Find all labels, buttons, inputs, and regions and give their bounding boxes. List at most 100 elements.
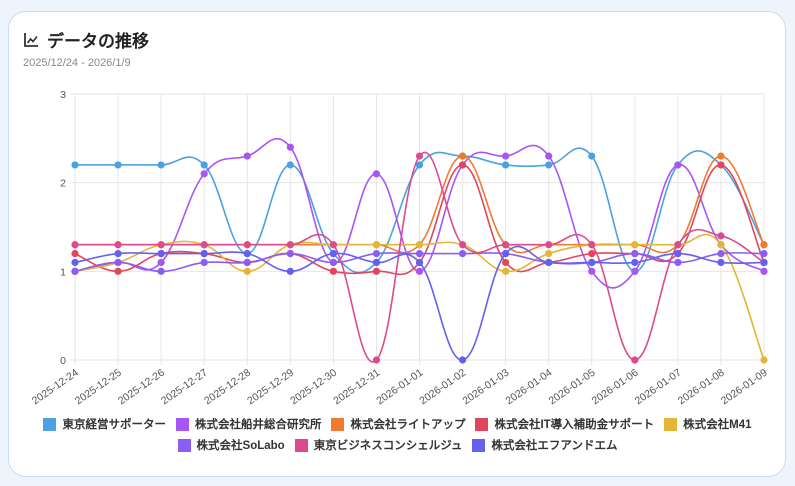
data-point: [760, 356, 768, 364]
legend-swatch: [43, 417, 57, 431]
legend-item[interactable]: 株式会社ライトアップ: [331, 416, 465, 432]
data-point: [114, 241, 122, 249]
data-point: [588, 152, 596, 160]
legend-item[interactable]: 株式会社SoLabo: [177, 437, 285, 453]
data-point: [71, 250, 79, 258]
data-point: [71, 258, 79, 267]
data-point: [502, 267, 510, 275]
data-point: [458, 241, 467, 249]
x-tick-label: 2026-01-09: [719, 367, 770, 408]
legend-item[interactable]: 株式会社船井総合研究所: [175, 416, 322, 432]
data-point: [717, 161, 725, 169]
data-point: [286, 161, 294, 169]
data-point: [200, 258, 208, 267]
data-point: [415, 241, 424, 249]
data-point: [458, 161, 467, 169]
data-point: [588, 258, 596, 267]
data-point: [157, 267, 165, 275]
data-point: [372, 241, 381, 249]
legend-label: 株式会社船井総合研究所: [194, 419, 322, 431]
legend-item[interactable]: 株式会社M41: [664, 416, 752, 432]
legend-item[interactable]: 株式会社エフアンドエム: [472, 437, 617, 453]
data-point: [717, 258, 725, 267]
data-point: [458, 250, 467, 258]
data-point: [157, 161, 165, 169]
data-point: [631, 258, 639, 267]
data-point: [717, 250, 725, 258]
data-point: [631, 267, 639, 275]
x-tick-label: 2025-12-29: [245, 367, 296, 408]
data-point: [588, 241, 596, 249]
data-point: [200, 250, 208, 258]
legend-item[interactable]: 東京ビジネスコンシェルジュ: [294, 437, 462, 453]
x-tick-label: 2025-12-31: [331, 367, 382, 408]
x-tick-label: 2025-12-30: [288, 367, 339, 408]
legend-item[interactable]: 東京経営サポーター: [43, 416, 166, 432]
data-point: [717, 232, 725, 240]
data-point: [545, 161, 553, 169]
data-point: [243, 267, 251, 275]
data-point: [631, 241, 639, 249]
data-point: [114, 267, 122, 275]
y-tick-label: 3: [60, 89, 66, 101]
data-point: [200, 170, 208, 178]
data-point: [372, 267, 381, 275]
x-tick-label: 2025-12-27: [159, 367, 210, 408]
data-point: [329, 250, 337, 258]
legend-label: 株式会社M41: [683, 419, 752, 431]
data-point: [243, 258, 251, 267]
legend-label: 株式会社SoLabo: [196, 440, 285, 452]
data-point: [458, 356, 467, 364]
data-point: [372, 250, 381, 258]
data-point: [286, 143, 294, 151]
data-point: [502, 250, 510, 258]
legend-swatch: [177, 438, 191, 452]
data-point: [71, 161, 79, 169]
x-tick-label: 2025-12-24: [30, 367, 81, 408]
chart-title: データの推移: [47, 32, 149, 51]
data-point: [157, 258, 165, 267]
x-tick-label: 2026-01-03: [460, 367, 511, 408]
data-point: [674, 161, 682, 169]
data-point: [415, 258, 424, 267]
legend-item[interactable]: 株式会社IT導入補助金サポート: [475, 416, 654, 432]
data-point: [372, 170, 381, 178]
data-point: [545, 250, 553, 258]
legend-swatch: [294, 438, 308, 452]
chart-header: データの推移: [23, 27, 149, 52]
series-line: [74, 233, 765, 361]
data-point: [372, 356, 381, 364]
data-point: [631, 356, 639, 364]
data-point: [114, 258, 122, 267]
data-point: [458, 152, 467, 160]
legend-swatch: [175, 417, 189, 431]
data-point: [415, 152, 424, 160]
data-point: [760, 267, 768, 275]
data-point: [157, 250, 165, 258]
data-point: [545, 152, 553, 160]
x-tick-label: 2026-01-04: [504, 367, 555, 408]
data-point: [415, 267, 424, 275]
data-point: [502, 241, 510, 249]
line-chart: 2025-12-242025-12-252025-12-262025-12-27…: [30, 89, 770, 408]
legend-swatch: [664, 417, 678, 431]
data-point: [200, 161, 208, 169]
data-point: [760, 241, 768, 249]
legend-row-2: 株式会社SoLabo 東京ビジネスコンシェルジュ 株式会社エフアンドエム: [0, 437, 795, 453]
data-point: [286, 241, 294, 249]
legend-label: 東京経営サポーター: [62, 419, 166, 431]
data-point: [545, 241, 553, 249]
data-point: [286, 267, 294, 275]
data-point: [243, 241, 251, 249]
date-range: 2025/12/24 - 2026/1/9: [23, 57, 131, 69]
data-point: [674, 258, 682, 267]
data-point: [114, 161, 122, 169]
x-tick-label: 2026-01-01: [374, 367, 425, 408]
data-point: [329, 267, 337, 275]
y-tick-label: 2: [60, 178, 66, 190]
legend-label: 株式会社エフアンドエム: [491, 440, 618, 452]
data-point: [372, 258, 381, 267]
data-point: [71, 267, 79, 275]
data-point: [286, 250, 294, 258]
data-point: [588, 267, 596, 275]
